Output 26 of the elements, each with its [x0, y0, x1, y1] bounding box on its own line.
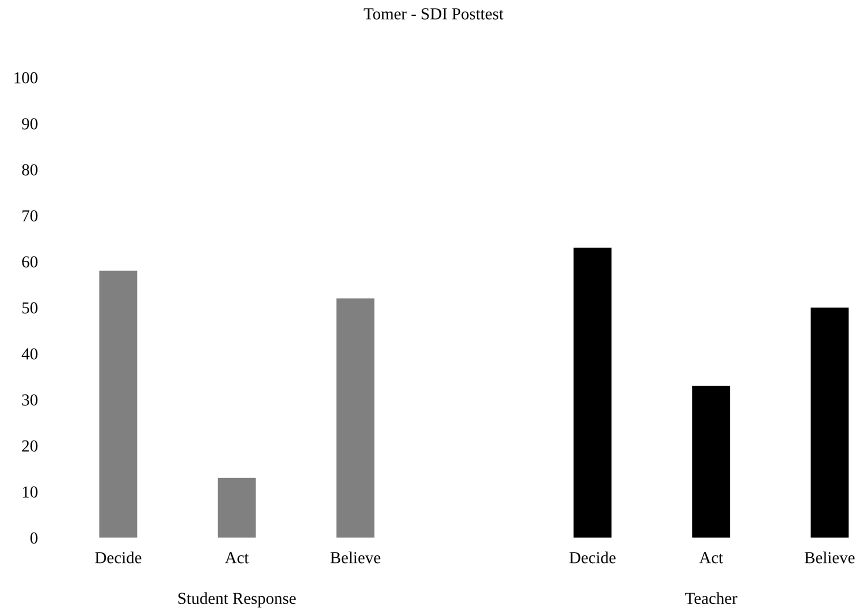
x-tick-label: Decide [569, 552, 616, 564]
chart-title: Tomer - SDI Posttest [364, 8, 504, 20]
text: Teacher [685, 592, 738, 604]
y-tick-label: 40 [22, 348, 38, 360]
y-tick-label: 70 [22, 210, 38, 222]
y-tick-label: 0 [30, 532, 38, 544]
y-tick-label: 80 [22, 164, 38, 176]
x-tick-label: Decide [95, 552, 142, 564]
y-tick-label: 60 [22, 256, 38, 268]
bar [810, 308, 849, 538]
bar [692, 386, 730, 538]
bar [99, 270, 138, 538]
x-tick-label: Act [699, 552, 724, 564]
y-tick-label: 90 [22, 118, 38, 130]
x-tick-label: Believe [804, 552, 855, 564]
y-tick-label: 100 [14, 72, 38, 84]
y-tick-label: 30 [22, 394, 38, 406]
bar [574, 248, 612, 538]
y-tick-label: 10 [22, 486, 38, 498]
y-tick-label: 50 [22, 302, 38, 314]
bar [218, 478, 256, 538]
x-tick-label: Act [224, 552, 249, 564]
y-tick-label: 20 [22, 440, 38, 452]
bar [336, 298, 374, 538]
x-tick-label: Believe [330, 552, 380, 564]
text: Student Response [178, 592, 296, 608]
